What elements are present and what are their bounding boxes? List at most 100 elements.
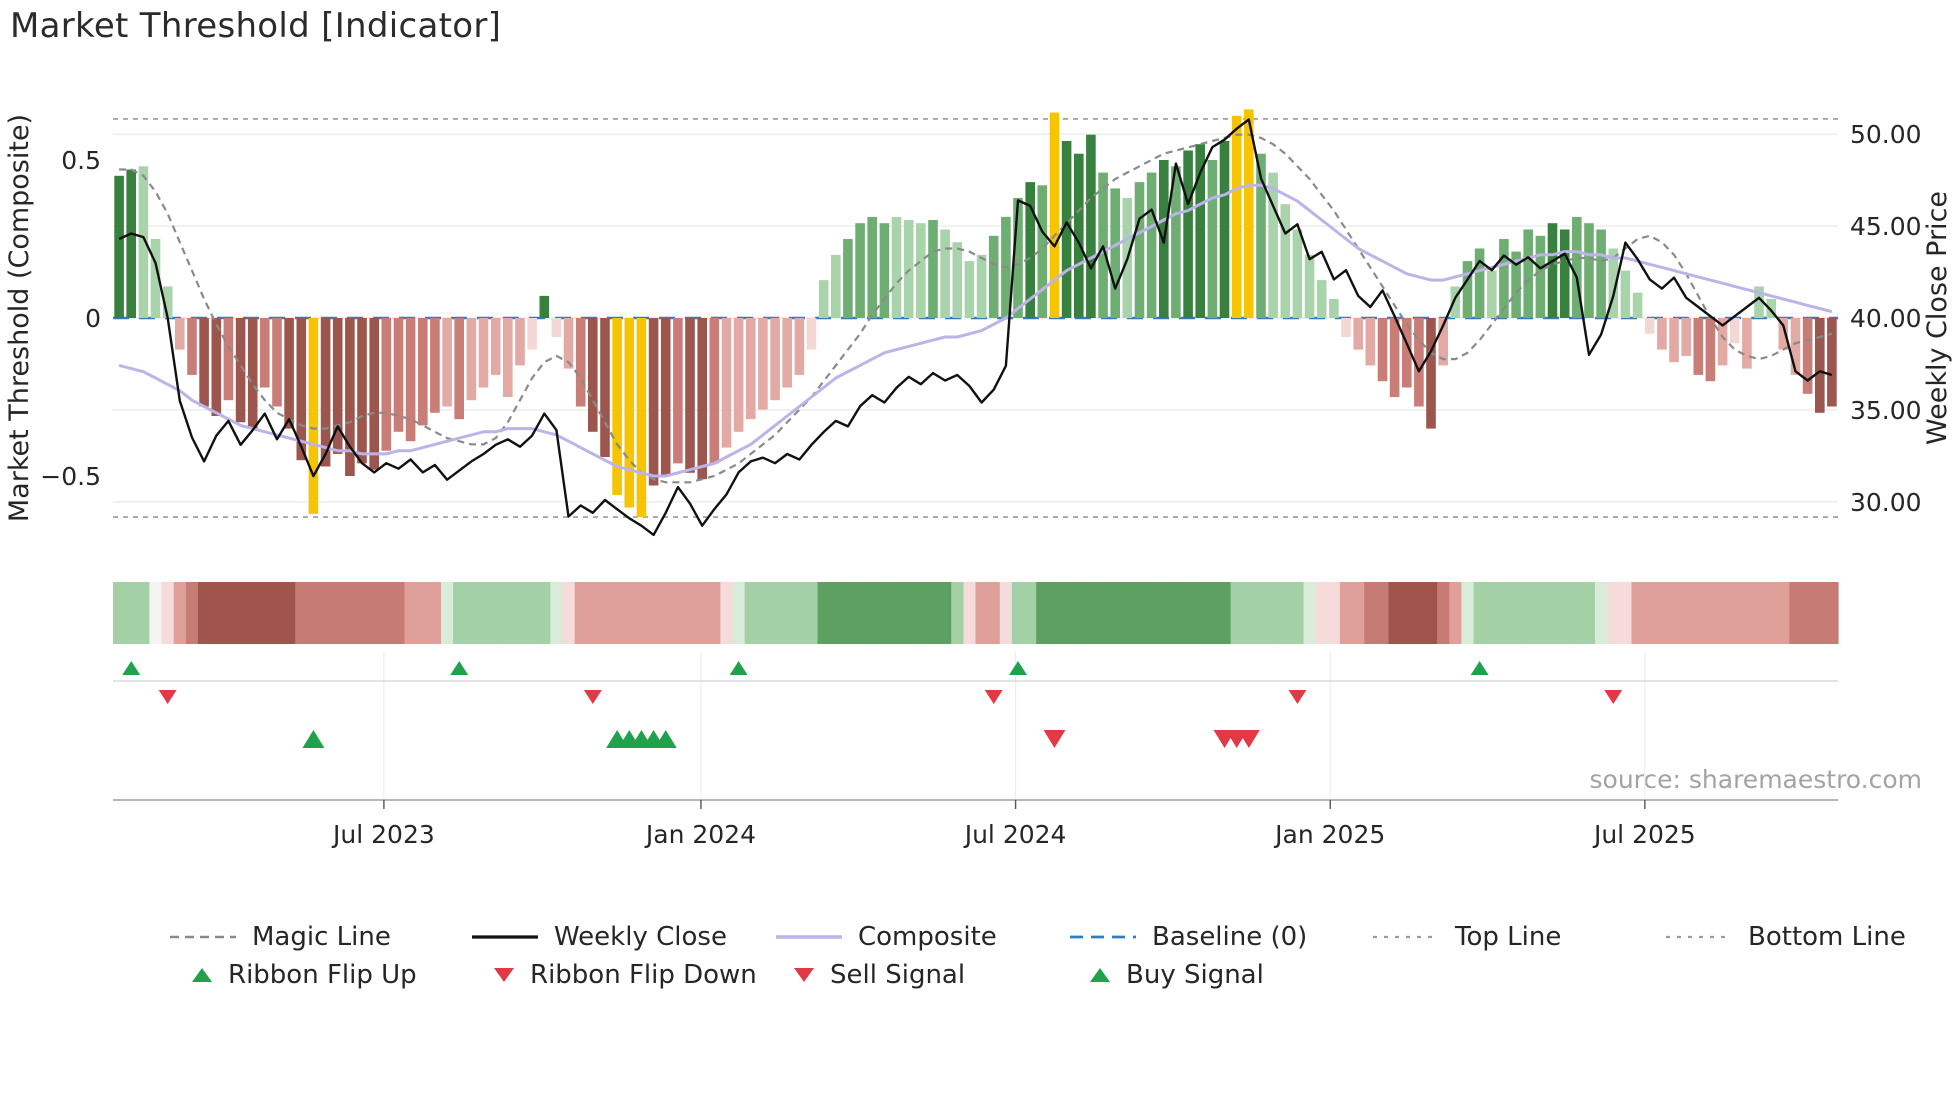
heatmap-cell — [1182, 582, 1195, 644]
heatmap-cell — [489, 582, 503, 644]
heatmap-cell — [356, 582, 369, 644]
heatmap-cell — [1060, 582, 1074, 644]
composite-bar — [1511, 251, 1521, 318]
composite-bar — [660, 318, 671, 476]
heatmap-cell — [623, 582, 636, 644]
composite-bar — [1146, 172, 1157, 318]
heatmap-cell — [538, 582, 551, 644]
composite-bar — [903, 220, 914, 318]
heatmap-cell — [513, 582, 527, 644]
heatmap-cell — [1680, 582, 1693, 644]
composite-line — [118, 183, 1833, 478]
heatmap-cell — [1364, 582, 1377, 644]
heatmap-cell — [1667, 582, 1681, 644]
heatmap-cell — [1315, 582, 1329, 644]
heatmap-cell — [1376, 582, 1390, 644]
composite-bar — [320, 318, 331, 467]
heatmap-cell — [1437, 582, 1450, 644]
x-tick-label: Jan 2025 — [1273, 820, 1385, 849]
composite-bar — [940, 229, 950, 318]
composite-bar — [405, 318, 416, 442]
composite-bar — [1244, 109, 1254, 319]
composite-bar — [1049, 112, 1060, 318]
composite-bar — [1110, 188, 1120, 318]
composite-bar — [1304, 254, 1315, 318]
composite-bar — [952, 242, 963, 318]
composite-bar — [1778, 318, 1789, 350]
heatmap-cell — [1339, 582, 1353, 644]
composite-bar — [1717, 318, 1728, 366]
composite-bar — [1559, 229, 1570, 318]
heatmap-cell — [1218, 582, 1232, 644]
heatmap-cell — [1206, 582, 1219, 644]
heatmap-cell — [951, 582, 964, 644]
composite-bar — [563, 318, 574, 369]
heatmap-cell — [1194, 582, 1207, 644]
heatmap-cell — [416, 582, 430, 644]
heatmap-cell — [574, 582, 588, 644]
heatmap-cell — [635, 582, 649, 644]
heatmap-cell — [1607, 582, 1620, 644]
heatmap-cell — [1400, 582, 1414, 644]
composite-bar — [1705, 318, 1716, 382]
composite-bar — [1426, 318, 1436, 429]
composite-bar — [1341, 318, 1351, 337]
heatmap-cell — [1449, 582, 1462, 644]
composite-bar — [855, 223, 865, 318]
composite-bar — [199, 318, 209, 407]
composite-bar — [806, 318, 817, 350]
composite-bar — [964, 261, 975, 318]
heatmap-cell — [173, 582, 187, 644]
composite-bar — [782, 318, 792, 388]
heatmap-cell — [1765, 582, 1778, 644]
heatmap-cell — [246, 582, 260, 644]
x-tick-label: Jan 2024 — [644, 820, 756, 849]
composite-bar — [1802, 318, 1813, 394]
heatmap-cell — [441, 582, 454, 644]
heatmap-cell — [1230, 582, 1244, 644]
heatmap-cell — [854, 582, 867, 644]
heatmap-cell — [926, 582, 940, 644]
composite-bar — [1584, 223, 1594, 318]
source-text: source: sharemaestro.com — [1590, 765, 1923, 794]
composite-bar — [1620, 270, 1631, 318]
composite-bar — [1353, 318, 1363, 350]
composite-bar — [1450, 286, 1461, 318]
heatmap-cell — [404, 582, 418, 644]
composite-bar — [733, 318, 744, 432]
heatmap-cell — [781, 582, 794, 644]
heatmap-cell — [1485, 582, 1499, 644]
heatmap-cell — [999, 582, 1013, 644]
ribbon-flip-down-marker — [583, 690, 602, 704]
composite-bar — [478, 318, 489, 388]
heatmap-cell — [453, 582, 466, 644]
heatmap-cell — [161, 582, 175, 644]
composite-bar — [430, 318, 440, 413]
heatmap-cell — [501, 582, 515, 644]
heatmap-cell — [939, 582, 952, 644]
heatmap-cell — [137, 582, 150, 644]
heatmap-cell — [890, 582, 904, 644]
composite-bar — [1365, 318, 1376, 366]
composite-bar — [126, 169, 136, 318]
heatmap-cell — [1595, 582, 1608, 644]
composite-bar — [685, 318, 695, 473]
composite-bar — [138, 166, 149, 318]
heatmap-cell — [878, 582, 891, 644]
heatmap-cell — [210, 582, 223, 644]
ribbon-flip-up-marker — [122, 661, 141, 675]
left-axis-title: Market Threshold (Composite) — [4, 114, 35, 522]
composite-bar — [515, 318, 525, 366]
heatmap-cell — [1619, 582, 1632, 644]
composite-bar — [1377, 318, 1388, 382]
heatmap-cell — [756, 582, 770, 644]
composite-bar — [1729, 318, 1740, 344]
ribbon-flip-up-marker — [1470, 661, 1489, 675]
composite-bar — [357, 318, 367, 464]
heatmap-cell — [987, 582, 1001, 644]
composite-bar — [393, 318, 404, 432]
x-tick-label: Jul 2024 — [963, 820, 1067, 849]
composite-bar — [1389, 318, 1400, 397]
heatmap-cell — [1145, 582, 1159, 644]
